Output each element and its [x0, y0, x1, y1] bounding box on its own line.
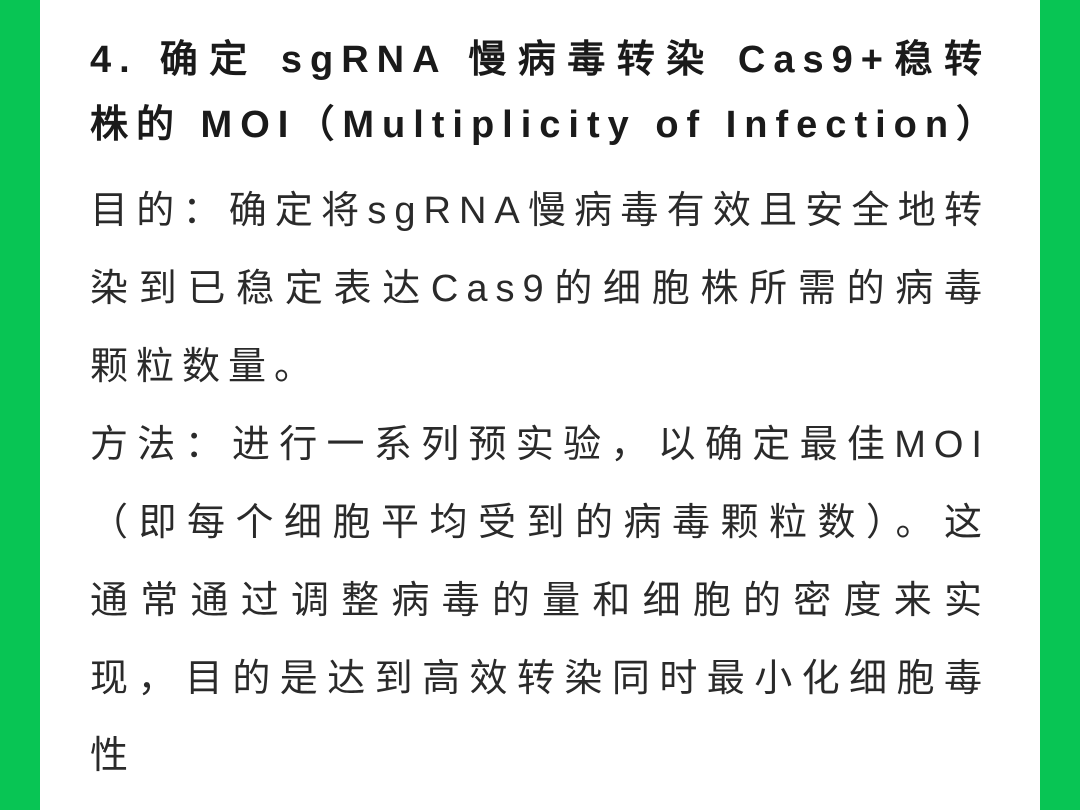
- method-label: 方法：: [90, 424, 232, 466]
- method-paragraph: 方法：进行一系列预实验，以确定最佳MOI（即每个细胞平均受到的病毒颗粒数）。这通…: [90, 407, 990, 796]
- content-panel: 4. 确定 sgRNA 慢病毒转染 Cas9+稳转株的 MOI（Multipli…: [40, 0, 1040, 810]
- section-heading: 4. 确定 sgRNA 慢病毒转染 Cas9+稳转株的 MOI（Multipli…: [90, 28, 990, 157]
- purpose-label: 目的：: [90, 190, 229, 232]
- method-text: 进行一系列预实验，以确定最佳MOI（即每个细胞平均受到的病毒颗粒数）。这通常通过…: [90, 424, 990, 778]
- purpose-paragraph: 目的：确定将sgRNA慢病毒有效且安全地转染到已稳定表达Cas9的细胞株所需的病…: [90, 173, 990, 407]
